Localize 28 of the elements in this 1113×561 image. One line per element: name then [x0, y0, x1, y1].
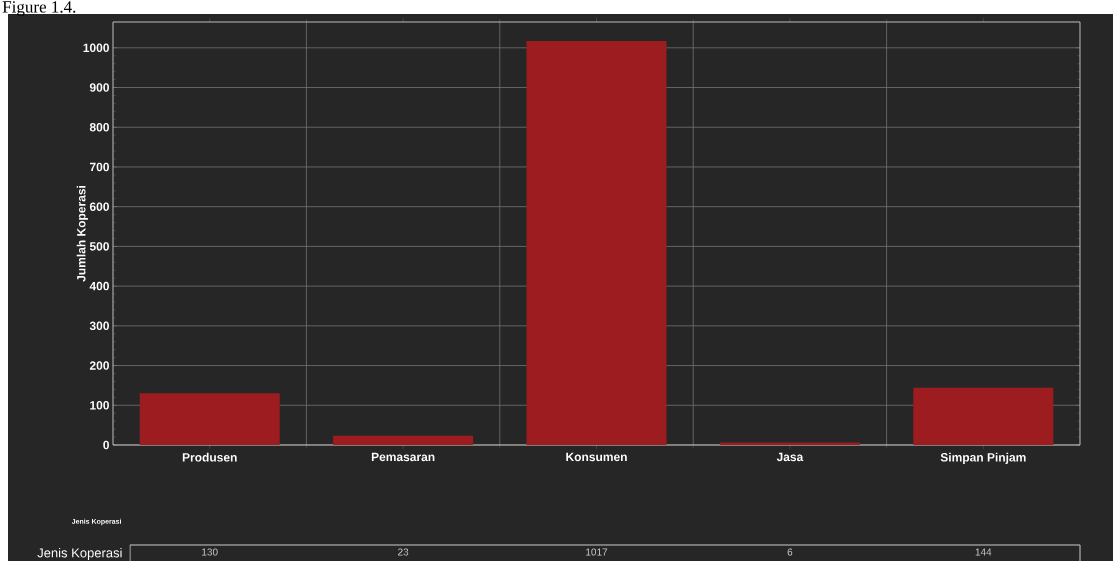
bar: [526, 41, 667, 445]
y-tick-label: 1000: [83, 43, 109, 53]
y-tick-label: 200: [89, 361, 109, 370]
bar: [333, 435, 474, 445]
y-tick-label: 0: [103, 440, 109, 450]
y-tick-label: 300: [89, 321, 109, 331]
data-label: 23: [398, 548, 409, 556]
y-tick-label: 100: [90, 401, 109, 410]
y-tick-label: 500: [89, 242, 109, 251]
data-label: 1017: [586, 548, 608, 556]
x-tick-label: Jasa: [776, 452, 804, 462]
y-tick-label: 400: [89, 281, 109, 291]
bar: [913, 387, 1054, 445]
y-tick-label: 600: [89, 202, 109, 211]
text: Jenis Koperasi: [37, 547, 122, 561]
y-tick-label: 700: [89, 162, 109, 172]
data-label: 144: [975, 548, 992, 556]
x-tick-label: Pemasaran: [371, 452, 435, 462]
y-tick-label: 800: [89, 123, 109, 132]
x-tick-label: Produsen: [182, 452, 237, 462]
data-label: 6: [787, 548, 793, 556]
x-tick-label: Simpan Pinjam: [940, 452, 1026, 464]
data-label: 130: [202, 548, 218, 556]
y-axis-title: Jumlah Koperasi: [76, 186, 88, 282]
x-tick-label: Konsumen: [566, 452, 627, 462]
bar: [139, 393, 280, 445]
chart-title: Figure 1.4.: [2, 1, 76, 17]
y-tick-label: 900: [89, 83, 109, 92]
